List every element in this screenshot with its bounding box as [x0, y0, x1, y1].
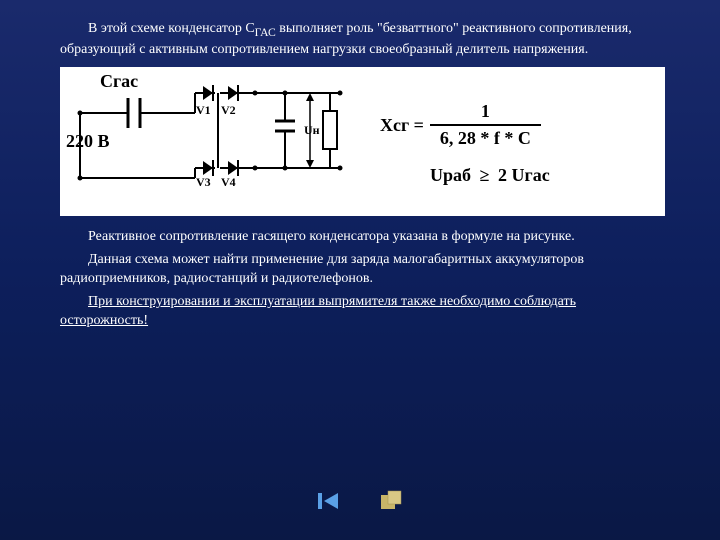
- formula2-rhs: 2 Uгас: [498, 165, 550, 185]
- label-voltage: 220 В: [66, 131, 110, 152]
- label-un: Uн: [304, 123, 320, 138]
- formula1-numerator: 1: [471, 101, 500, 124]
- label-v2: V2: [221, 103, 236, 118]
- label-cgas: Сгас: [100, 71, 138, 92]
- formula1-lhs: Xсг =: [380, 115, 424, 136]
- paragraph-application: Данная схема может найти применение для …: [60, 251, 665, 289]
- next-icon: [378, 490, 404, 512]
- label-v1: V1: [196, 103, 211, 118]
- intro-paragraph: В этой схеме конденсатор СГАС выполняет …: [60, 20, 665, 59]
- footer-nav: [0, 490, 720, 512]
- circuit-diagram: Сгас 220 В V1 V2 V3 V4 Uн Xсг = 1 6, 28 …: [60, 67, 665, 216]
- intro-sub: ГАС: [255, 26, 276, 39]
- paragraph-reactance: Реактивное сопротивление гасящего конден…: [60, 228, 665, 247]
- paragraph-warning: При конструировании и эксплуатации выпря…: [60, 293, 665, 331]
- formula2-lhs: Uраб: [430, 165, 471, 185]
- prev-button[interactable]: [316, 490, 342, 512]
- label-v3: V3: [196, 175, 211, 190]
- label-v4: V4: [221, 175, 236, 190]
- formula2-op: ≥: [476, 165, 494, 186]
- intro-prefix: В этой схеме конденсатор С: [88, 21, 255, 36]
- next-button[interactable]: [378, 490, 404, 512]
- formula-block: Xсг = 1 6, 28 * f * C Uраб ≥ 2 Uгас: [370, 95, 655, 186]
- prev-icon: [316, 490, 342, 512]
- formula1-denominator: 6, 28 * f * C: [430, 124, 541, 149]
- circuit-schematic: Сгас 220 В V1 V2 V3 V4 Uн: [70, 73, 370, 208]
